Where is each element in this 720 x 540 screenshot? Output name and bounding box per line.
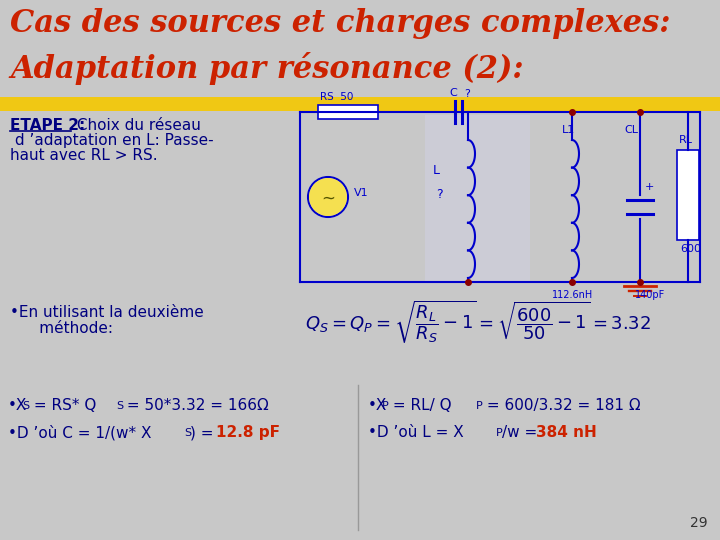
- Text: •X: •X: [368, 398, 387, 413]
- Text: = RL/ Q: = RL/ Q: [388, 398, 451, 413]
- Text: = RS* Q: = RS* Q: [29, 398, 96, 413]
- Text: L1: L1: [562, 125, 575, 135]
- Text: •En utilisant la deuxième: •En utilisant la deuxième: [10, 305, 204, 320]
- Text: ) =: ) =: [190, 425, 218, 440]
- Text: Choix du réseau: Choix du réseau: [72, 118, 201, 133]
- Text: 600: 600: [680, 244, 701, 254]
- Text: V1: V1: [354, 188, 369, 198]
- Text: S: S: [116, 401, 123, 411]
- Text: 29: 29: [690, 516, 708, 530]
- Text: RL: RL: [679, 135, 693, 145]
- Text: 112.6nH: 112.6nH: [552, 290, 593, 300]
- Text: L: L: [433, 164, 440, 177]
- Text: •D ’où C = 1/(w* X: •D ’où C = 1/(w* X: [8, 425, 151, 441]
- Text: •X: •X: [8, 398, 27, 413]
- Text: •D ’où L = X: •D ’où L = X: [368, 425, 464, 440]
- Text: = 600/3.32 = 181 Ω: = 600/3.32 = 181 Ω: [482, 398, 641, 413]
- Text: P: P: [496, 428, 503, 438]
- Bar: [425, 115, 530, 282]
- Text: 12.8 pF: 12.8 pF: [216, 425, 280, 440]
- Text: P: P: [382, 401, 389, 411]
- Text: 140pF: 140pF: [635, 290, 665, 300]
- Text: P: P: [476, 401, 482, 411]
- Text: C: C: [449, 88, 456, 98]
- Text: méthode:: méthode:: [10, 321, 113, 336]
- Text: ?: ?: [436, 187, 443, 200]
- Text: ETAPE 2:: ETAPE 2:: [10, 118, 85, 133]
- Text: S: S: [22, 401, 29, 411]
- Text: ?: ?: [464, 89, 470, 99]
- Text: S: S: [184, 428, 191, 438]
- Text: /w =: /w =: [502, 425, 542, 440]
- Text: ~: ~: [321, 190, 335, 208]
- Text: +: +: [645, 182, 654, 192]
- Text: Cas des sources et charges complexes:: Cas des sources et charges complexes:: [10, 8, 670, 39]
- Text: 384 nH: 384 nH: [536, 425, 597, 440]
- Text: haut avec RL > RS.: haut avec RL > RS.: [10, 148, 158, 163]
- Bar: [318, 105, 378, 119]
- Text: = 50*3.32 = 166Ω: = 50*3.32 = 166Ω: [122, 398, 269, 413]
- Text: d ’adaptation en L: Passe-: d ’adaptation en L: Passe-: [10, 133, 214, 148]
- Bar: [0, 97, 720, 111]
- Text: $Q_S = Q_P = \sqrt{\dfrac{R_L}{R_S}-1} = \sqrt{\dfrac{600}{50}-1} = 3.32$: $Q_S = Q_P = \sqrt{\dfrac{R_L}{R_S}-1} =…: [305, 299, 651, 346]
- Text: CL: CL: [624, 125, 638, 135]
- Text: Adaptation par résonance (2):: Adaptation par résonance (2):: [10, 52, 523, 85]
- Bar: [677, 150, 699, 240]
- Text: RS  50: RS 50: [320, 92, 354, 102]
- Circle shape: [309, 178, 347, 216]
